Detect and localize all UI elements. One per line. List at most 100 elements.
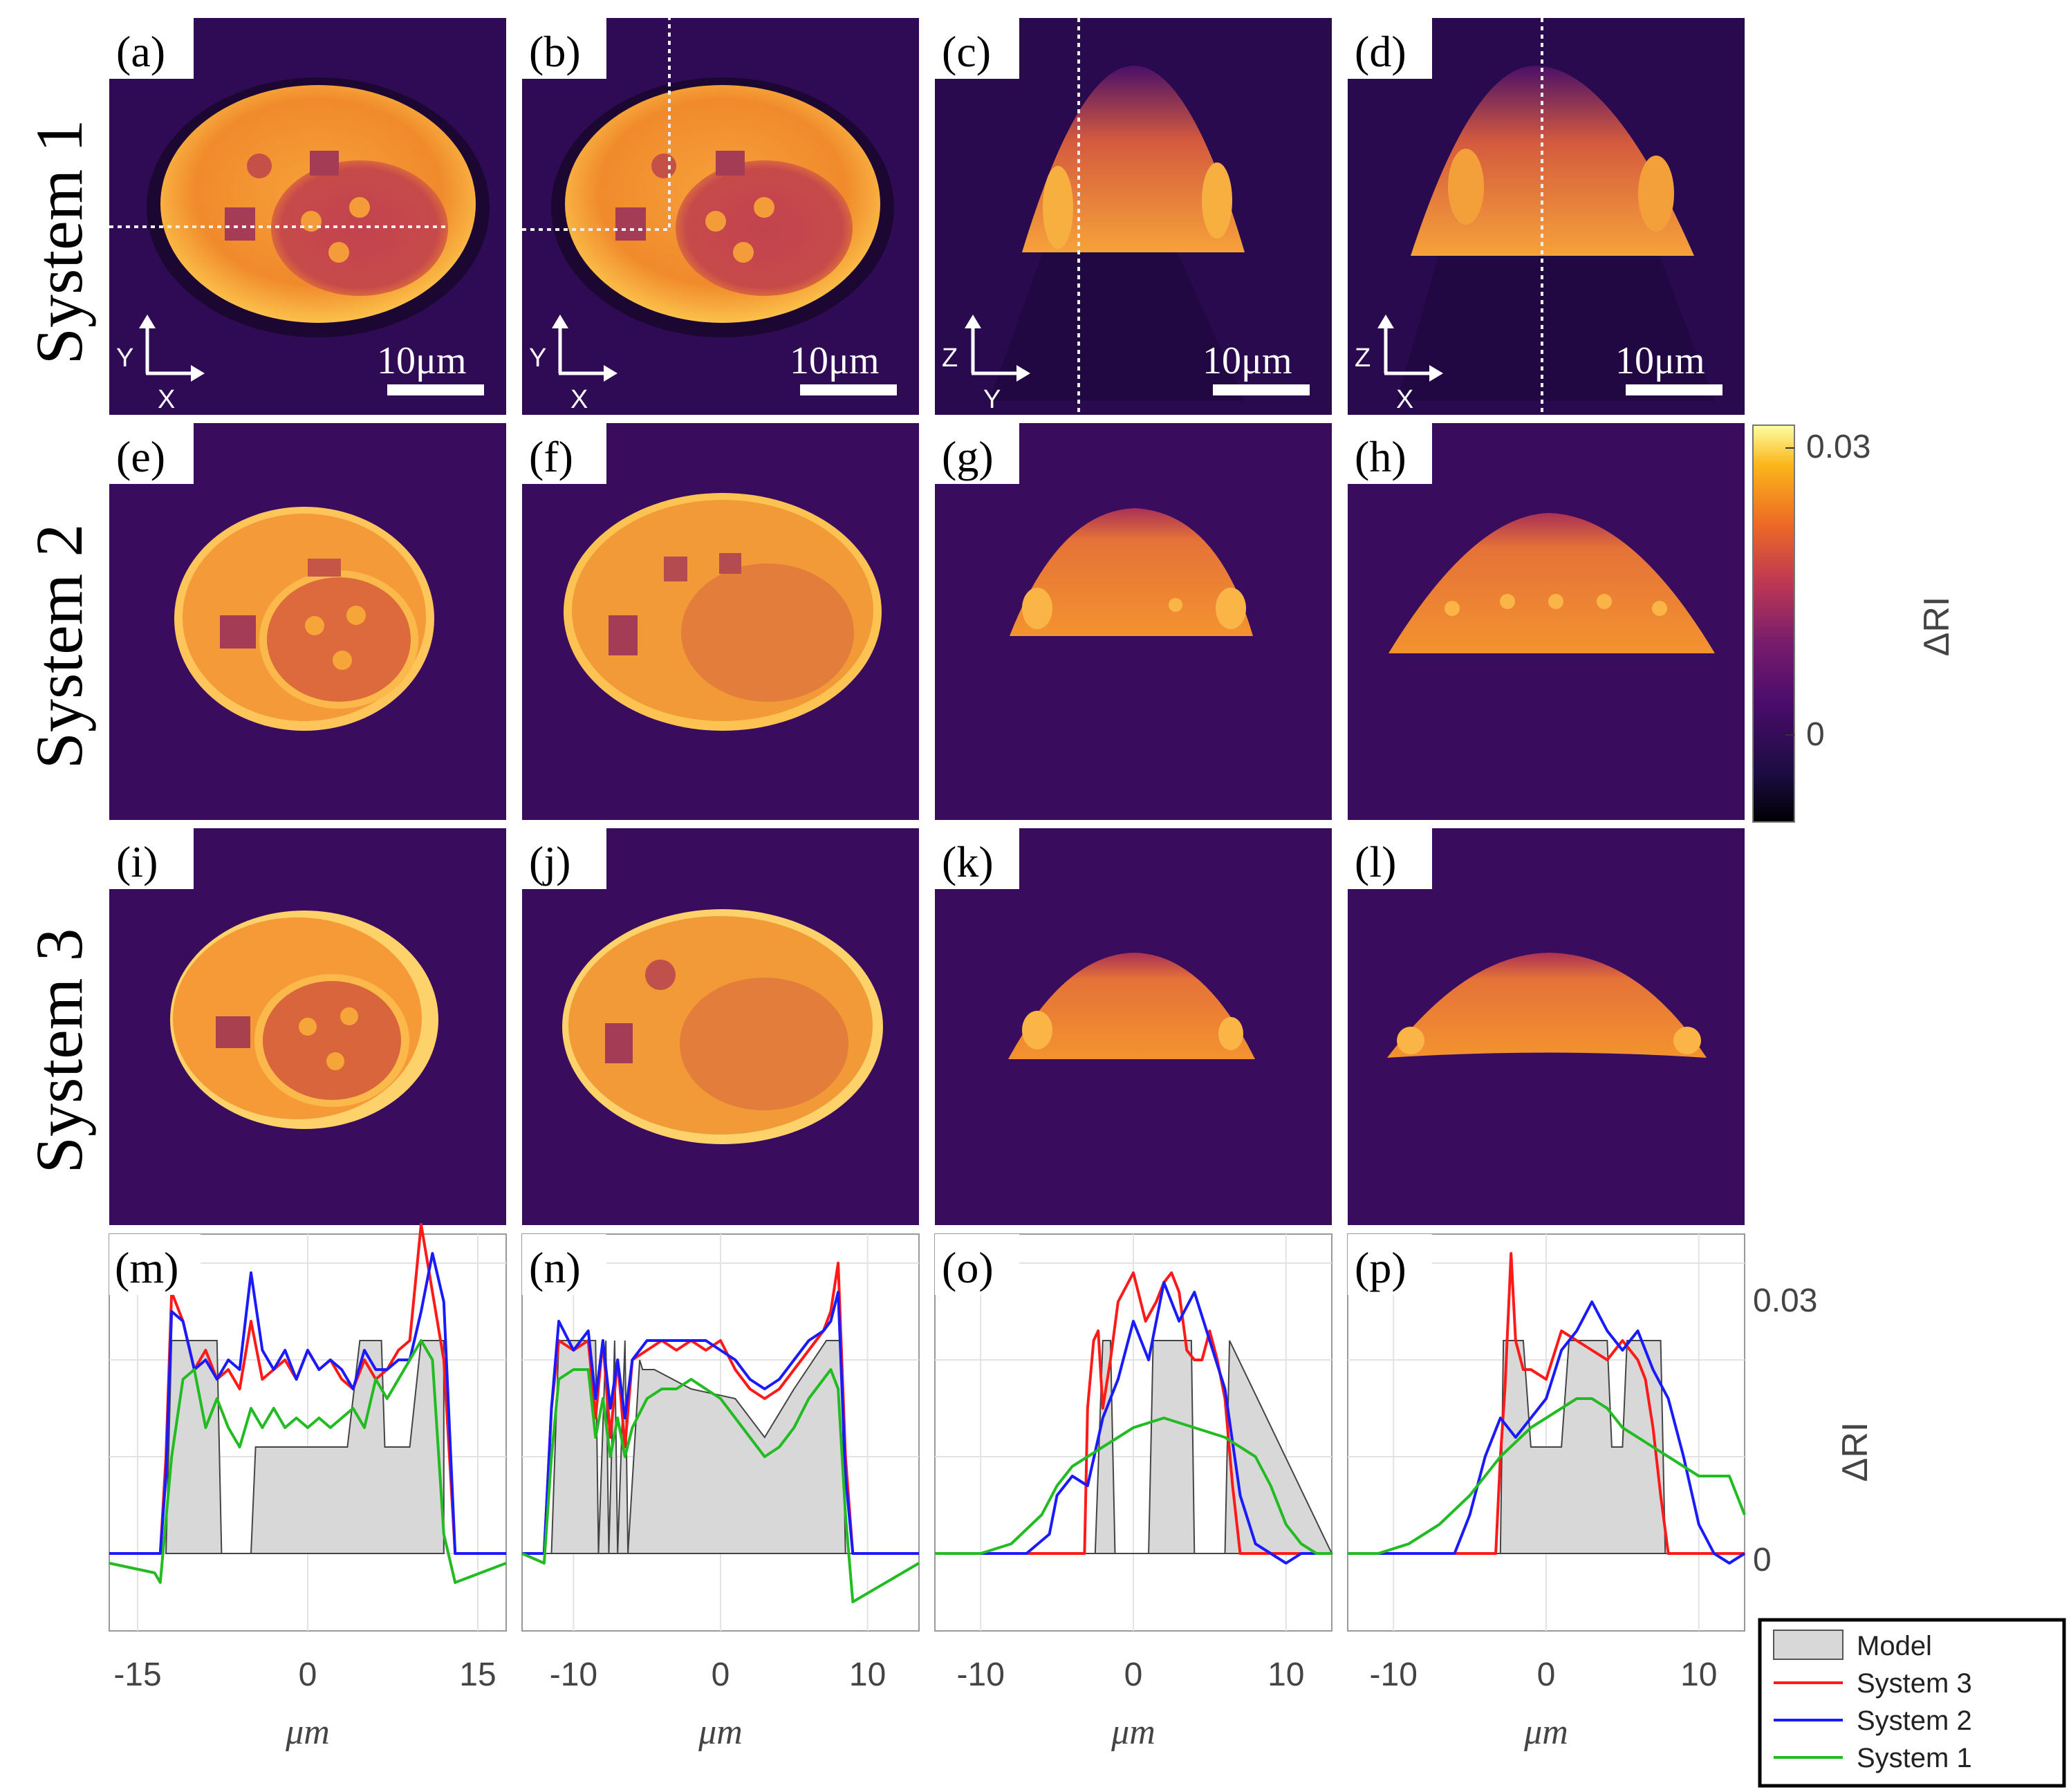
axes-icon-b-v: Y xyxy=(529,344,546,373)
panel-a: (a) xyxy=(109,18,506,415)
panel-label-g-box xyxy=(935,423,1019,484)
plot-m-series-model xyxy=(165,1340,445,1554)
scalebar-d: 10μm xyxy=(1615,339,1722,395)
legend-label-system3: System 3 xyxy=(1857,1668,1972,1699)
plot-n-xlabel: μm xyxy=(698,1712,743,1752)
panel-g: (g) xyxy=(935,423,1332,820)
legend-label-system1: System 1 xyxy=(1857,1743,1972,1773)
panel-label-b: (b) xyxy=(529,27,581,76)
plot-p-series-system-3 xyxy=(1348,1252,1745,1555)
plot-o-xtick-1: 0 xyxy=(1124,1656,1143,1693)
axes-icon-a: Y X xyxy=(116,315,205,414)
panel-label-j-box xyxy=(522,828,606,889)
row-label-system3: System 3 xyxy=(22,928,96,1174)
panel-label-k-box xyxy=(935,828,1019,889)
panel-label-p-box xyxy=(1348,1234,1432,1295)
panel-label-o-box xyxy=(935,1234,1019,1295)
axes-icon-c: Z Y xyxy=(942,315,1030,414)
panel-b: (b) xyxy=(522,18,919,415)
plot-ylabel: ΔRI xyxy=(1835,1422,1875,1482)
panel-j: (j) xyxy=(522,828,919,1225)
panel-c: (c) xyxy=(935,18,1332,415)
plot-o-series-system-1 xyxy=(935,1417,1332,1555)
panel-label-i: (i) xyxy=(116,837,158,886)
panel-label-h-box xyxy=(1348,423,1432,484)
legend-swatch-model xyxy=(1773,1630,1844,1660)
panel-label-h: (h) xyxy=(1355,432,1406,481)
panel-label-k: (k) xyxy=(942,837,994,886)
plot-n-xtick-2: 10 xyxy=(849,1656,886,1693)
plot-p-xtick-2: 10 xyxy=(1680,1656,1717,1693)
legend: Model System 3 System 2 System 1 xyxy=(1758,1618,2066,1788)
panel-label-m-box xyxy=(109,1234,201,1295)
scalebar-b: 10μm xyxy=(790,339,897,395)
plot-p-series-model xyxy=(1348,1340,1745,1554)
plot-ytick-zero: 0 xyxy=(1753,1542,1772,1578)
panel-label-a: (a) xyxy=(116,27,165,76)
panel-label-a-box xyxy=(109,18,194,79)
panel-label-e-box xyxy=(109,423,194,484)
plot-p-xtick-1: 0 xyxy=(1537,1656,1556,1693)
axes-icon-b: Y X xyxy=(529,315,617,414)
scalebar-c: 10μm xyxy=(1202,339,1310,395)
axes-icon-d-h: X xyxy=(1396,385,1413,414)
panel-label-l: (l) xyxy=(1355,837,1396,886)
plot-m-xtick-0: -15 xyxy=(113,1656,161,1693)
panel-i: (i) xyxy=(109,828,506,1225)
panel-label-n: (n) xyxy=(529,1243,581,1292)
plot-n-series-system-1 xyxy=(521,1368,920,1603)
panel-h: (h) xyxy=(1348,423,1745,820)
colorbar-tick-max: 0.03 xyxy=(1806,429,1870,465)
axes-icon-a-v: Y xyxy=(116,344,133,373)
plot-p-xlabel: μm xyxy=(1523,1712,1568,1752)
panel-label-d: (d) xyxy=(1355,27,1406,76)
scalebar-d-label: 10μm xyxy=(1615,339,1705,382)
panel-label-d-box xyxy=(1348,18,1432,79)
colorbar: 0.03 0 ΔRI xyxy=(1752,424,1957,823)
axes-icon-d-v: Z xyxy=(1355,344,1371,373)
plot-o: -10 0 10 (o) μm xyxy=(934,1233,1333,1752)
panel-d: (d) xyxy=(1348,18,1745,415)
plot-o-xtick-2: 10 xyxy=(1267,1656,1304,1693)
panel-label-c: (c) xyxy=(942,27,991,76)
scalebar-c-label: 10μm xyxy=(1202,339,1292,382)
plot-o-xlabel: μm xyxy=(1111,1712,1155,1752)
plot-p-series-system-1 xyxy=(1348,1397,1746,1555)
scalebar-b-label: 10μm xyxy=(790,339,880,382)
panel-label-l-box xyxy=(1348,828,1432,889)
panel-e: (e) xyxy=(109,423,506,820)
panel-label-e: (e) xyxy=(116,432,165,481)
colorbar-label: ΔRI xyxy=(1917,597,1957,657)
plot-m-xlabel: μm xyxy=(285,1712,330,1752)
panel-label-i-box xyxy=(109,828,194,889)
plot-o-xtick-0: -10 xyxy=(957,1656,1005,1693)
plot-ytick-max: 0.03 xyxy=(1753,1282,1817,1319)
plot-yaxis: 0.03 0 ΔRI xyxy=(1753,1282,1875,1578)
legend-label-model: Model xyxy=(1857,1631,1932,1661)
plot-n-xtick-0: -10 xyxy=(550,1656,597,1693)
plot-n-series-system-2 xyxy=(522,1291,919,1555)
plot-m-series-system-2 xyxy=(109,1252,506,1555)
axes-icon-c-v: Z xyxy=(942,344,958,373)
panel-label-n-box xyxy=(522,1234,606,1295)
panel-k: (k) xyxy=(935,828,1332,1225)
legend-label-system2: System 2 xyxy=(1857,1706,1972,1736)
panel-l: (l) xyxy=(1348,828,1745,1225)
axes-icon-c-h: Y xyxy=(983,385,1001,414)
panel-label-b-box xyxy=(522,18,606,79)
panel-label-c-box xyxy=(935,18,1019,79)
panel-label-g: (g) xyxy=(942,432,994,481)
plot-n-series-model xyxy=(529,1340,919,1554)
panel-label-j: (j) xyxy=(529,837,570,886)
plot-m-xtick-2: 15 xyxy=(459,1656,496,1693)
axes-icon-b-h: X xyxy=(570,385,588,414)
plot-n-xtick-1: 0 xyxy=(712,1656,730,1693)
panel-label-f-box xyxy=(522,423,606,484)
row-label-system1: System 1 xyxy=(22,120,96,365)
axes-icon-d: Z X xyxy=(1355,315,1443,414)
panel-label-p: (p) xyxy=(1355,1243,1406,1292)
plot-p: -10 0 10 (p) μm xyxy=(1347,1233,1746,1752)
scalebar-a-label: 10μm xyxy=(377,339,467,382)
panel-label-f: (f) xyxy=(529,432,573,481)
